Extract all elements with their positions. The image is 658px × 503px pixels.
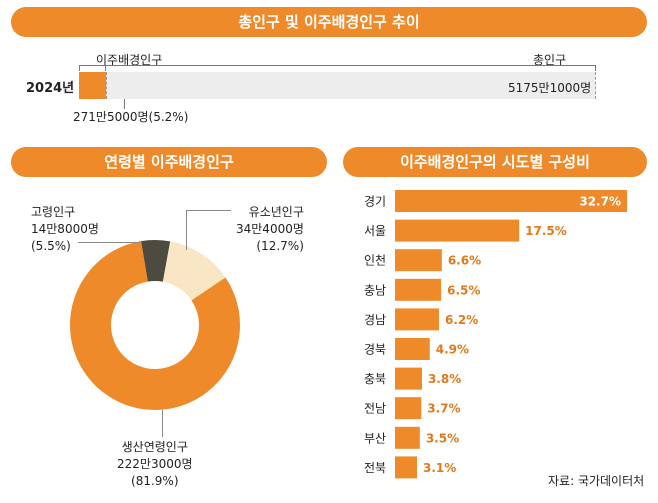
migrant-bracket — [79, 65, 106, 71]
region-label: 인천 — [364, 253, 386, 268]
bar-divider — [106, 72, 107, 99]
region-bar — [395, 249, 442, 272]
year-label: 2024년 — [26, 81, 75, 96]
migrant-bar-label: 이주배경인구 — [96, 53, 163, 67]
region-label: 경남 — [364, 313, 386, 327]
source-note: 자료: 국가데이터처 — [548, 474, 645, 488]
region-bar-chart: 경기 32.7% 서울 17.5% 인천 6.6% 충남 6.5% 경남 6.2% 경북 4.9% 충북… — [364, 190, 627, 479]
elder-label: 고령인구 14만8000명 (5.5%) — [31, 204, 99, 255]
total-value-label: 5175만1000명 — [508, 81, 592, 95]
working-pct: (81.9%) — [131, 474, 179, 488]
bar-end-marker — [595, 72, 596, 99]
region-value-label: 3.5% — [426, 431, 459, 445]
youth-leader-drop — [186, 210, 187, 250]
region-value-label: 17.5% — [525, 224, 567, 238]
region-label: 전남 — [364, 402, 386, 416]
migrant-pointer-line — [124, 99, 125, 109]
total-bar-label: 총인구 — [533, 53, 567, 67]
region-chart-title: 이주배경인구의 시도별 구성비 — [343, 147, 647, 177]
region-bar — [395, 397, 422, 420]
region-value-label: 3.8% — [428, 372, 461, 386]
elder-leader-line — [78, 242, 140, 243]
region-bar — [395, 367, 422, 390]
region-bar — [395, 278, 442, 301]
age-chart-title: 연령별 이주배경인구 — [11, 147, 327, 177]
region-bar — [395, 190, 627, 212]
total-bracket — [79, 65, 596, 71]
youth-count: 34만4000명 — [236, 222, 304, 236]
region-bar — [395, 219, 520, 242]
region-value-label: 3.7% — [427, 402, 460, 416]
youth-pct: (12.7%) — [256, 239, 304, 253]
donut-slice-youth — [162, 241, 226, 301]
region-bar — [395, 456, 417, 479]
region-label: 충남 — [364, 283, 386, 297]
elder-name: 고령인구 — [31, 205, 76, 219]
working-leader-line — [162, 410, 163, 437]
region-value-label: 4.9% — [436, 343, 469, 357]
working-name: 생산연령인구 — [121, 440, 188, 454]
donut-slice-working — [69, 241, 240, 411]
region-label: 경기 — [364, 195, 386, 209]
total-population-title: 총인구 및 이주배경인구 추이 — [11, 7, 647, 37]
region-bar — [395, 308, 439, 331]
region-label: 서울 — [364, 224, 386, 238]
region-label: 충북 — [364, 372, 386, 386]
region-label: 부산 — [364, 431, 386, 445]
region-value-label: 6.5% — [447, 283, 480, 297]
region-value-label: 6.6% — [448, 254, 481, 268]
region-bar — [395, 426, 420, 449]
migrant-value-label: 271만5000명(5.2%) — [73, 110, 189, 124]
elder-count: 14만8000명 — [31, 222, 99, 236]
working-count: 222만3000명 — [117, 457, 193, 471]
donut-slice-elder — [141, 240, 171, 282]
region-value-label: 3.1% — [423, 461, 456, 475]
region-label: 경북 — [364, 343, 386, 357]
youth-leader-line — [186, 210, 231, 211]
region-bar — [395, 338, 430, 360]
total-population-bar — [79, 72, 595, 99]
region-value-label: 6.2% — [445, 313, 478, 327]
working-label: 생산연령인구 222만3000명 (81.9%) — [117, 439, 193, 490]
migrant-population-bar — [79, 72, 106, 99]
region-value-label: 32.7% — [579, 195, 621, 209]
youth-name: 유소년인구 — [248, 205, 304, 219]
region-label: 전북 — [364, 461, 386, 475]
youth-label: 유소년인구 34만4000명 (12.7%) — [236, 204, 304, 255]
elder-pct: (5.5%) — [31, 239, 71, 253]
